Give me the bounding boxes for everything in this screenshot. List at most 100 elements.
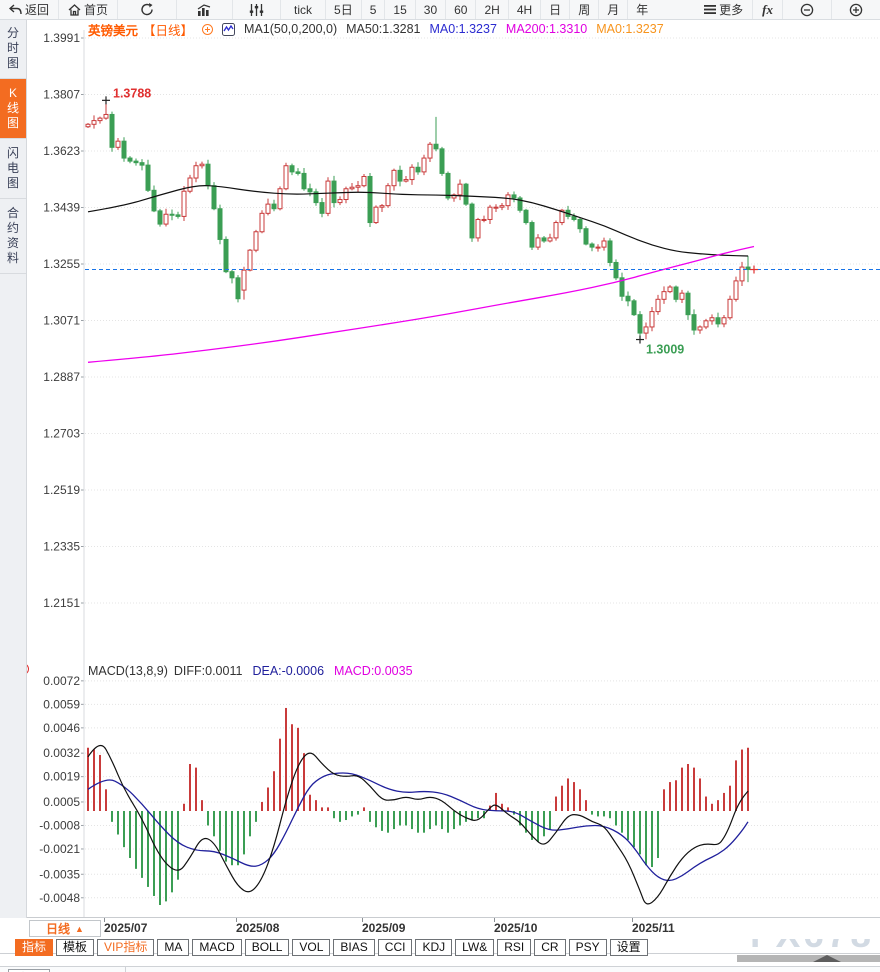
scrollbar-up-arrow-icon[interactable]: [813, 955, 841, 962]
axis-label: 0.0032: [43, 746, 80, 760]
sidebar-item-分时图[interactable]: 分时图: [0, 19, 26, 79]
month-tick: [632, 918, 633, 922]
timeframe-月[interactable]: 月: [599, 0, 629, 19]
indicator-tab-LW&[interactable]: LW&: [455, 939, 495, 956]
axis-label: 1.3439: [43, 201, 80, 215]
sidebar-item-闪电图[interactable]: 闪电图: [0, 139, 26, 199]
month-tick: [362, 918, 363, 922]
axis-label: 1.2519: [43, 483, 80, 497]
ma200-readout: MA200:1.3310: [505, 22, 588, 36]
indicator-tab-row: 指标 模板 VIP指标 MA MACD BOLL VOL BIAS CCI KDJ LW& RSI CR…: [15, 939, 648, 956]
back-label: 返回: [25, 3, 50, 17]
kline-mini-icon[interactable]: [222, 22, 236, 36]
indicator-tab-BIAS[interactable]: BIAS: [333, 939, 375, 956]
timeframe-60[interactable]: 60: [446, 0, 477, 19]
dea-line: [87, 772, 749, 882]
timeframe-2H[interactable]: 2H: [476, 0, 509, 19]
timeframe-年[interactable]: 年: [636, 3, 649, 17]
period-selector-button[interactable]: 日线 ▲: [29, 920, 101, 937]
axis-label: 0.0072: [43, 674, 80, 688]
axis-label: 1.3991: [43, 31, 80, 45]
add-indicator-icon[interactable]: [202, 23, 214, 35]
ma0-orange-readout: MA0:1.3237: [596, 22, 664, 36]
timeframe-5日[interactable]: 5日: [326, 0, 362, 19]
ma200-line: [87, 245, 755, 363]
month-tick: [236, 918, 237, 922]
indicator-tab-MACD[interactable]: MACD: [192, 939, 242, 956]
indicator-settings-button[interactable]: [233, 0, 282, 19]
indicator-tab-VIP指标[interactable]: VIP指标: [97, 939, 155, 956]
axis-label: 1.2887: [43, 370, 80, 384]
axis-label: 0.0046: [43, 721, 80, 735]
timeframe-15[interactable]: 15: [385, 0, 416, 19]
timeframe-tick-button[interactable]: tick: [281, 0, 327, 19]
refresh-button[interactable]: [118, 0, 178, 19]
home-button[interactable]: 首页: [59, 0, 119, 19]
diff-readout: DIFF:0.0011: [173, 664, 243, 678]
axis-label: 1.3623: [43, 144, 80, 158]
indicator-tab-BOLL[interactable]: BOLL: [244, 939, 290, 956]
gridlines-layer: [81, 30, 880, 917]
menu-lines-icon: [704, 5, 717, 14]
high-price-annotation: 1.3788: [113, 86, 151, 100]
zoom-out-button[interactable]: [783, 0, 832, 19]
sliders-icon: [249, 3, 264, 16]
month-label-2025/10: 2025/10: [494, 921, 538, 935]
indicator-tab-指标[interactable]: 指标: [15, 939, 54, 956]
timeframe-30[interactable]: 30: [416, 0, 447, 19]
back-arrow-icon: [9, 4, 22, 15]
chart-type-button[interactable]: [177, 0, 234, 19]
macd-settings-label: MACD(13,8,9): [88, 664, 168, 678]
macd-readout: MACD:0.0035: [334, 664, 413, 678]
indicator-tab-PSY[interactable]: PSY: [568, 939, 607, 956]
month-label-2025/09: 2025/09: [362, 921, 406, 935]
price-panel-header: 英镑美元 【日线】 MA1(50,0,200,0) MA50:1.3281 MA…: [88, 21, 664, 38]
axis-label: 1.3255: [43, 257, 80, 271]
month-tick: [494, 918, 495, 922]
back-button[interactable]: 返回: [0, 0, 60, 19]
indicator-tab-CR[interactable]: CR: [534, 939, 566, 956]
axis-label: -0.0035: [39, 867, 80, 881]
month-label-2025/11: 2025/11: [632, 921, 675, 935]
diff-line: [87, 744, 749, 905]
home-label: 首页: [84, 3, 109, 17]
home-icon: [68, 3, 81, 16]
tick-label: tick: [294, 2, 313, 17]
axis-label: 0.0019: [43, 770, 80, 784]
axis-label: 1.2151: [43, 596, 80, 610]
indicator-tab-VOL[interactable]: VOL: [292, 939, 331, 956]
zoom-in-button[interactable]: [832, 0, 880, 19]
sidebar-item-K线图[interactable]: K线图: [0, 79, 26, 139]
axis-label: 1.2703: [43, 427, 80, 441]
indicator-tab-设置[interactable]: 设置: [609, 939, 648, 956]
axis-label: 0.0059: [43, 697, 80, 711]
axis-label: -0.0008: [39, 818, 80, 832]
zoom-in-icon: [849, 3, 863, 16]
horizontal-scrollbar[interactable]: [737, 955, 880, 962]
x-axis-row: 日线 ▲ 2025/07 2025/08 2025/09 2025/10 2025/11: [0, 917, 880, 939]
timeframe-日[interactable]: 日: [541, 0, 571, 19]
ma0-blue-readout: MA0:1.3237: [429, 22, 497, 36]
period-title: 【日线】: [143, 23, 194, 38]
annotations-layer: 1.3788 1.3009: [85, 86, 880, 357]
sidebar-item-合约资料[interactable]: 合约资料: [0, 199, 26, 274]
timeframe-4H[interactable]: 4H: [509, 0, 542, 19]
fx-functions-button[interactable]: fx: [753, 0, 783, 19]
dea-readout: DEA:-0.0006: [252, 664, 325, 678]
bar-chart-icon: [197, 3, 211, 16]
more-button[interactable]: 更多: [695, 0, 754, 19]
axis-labels-layer: 1.3991 1.3807 1.3623 1.3439 1.3255 1.3071 1.28…: [39, 31, 80, 905]
candles-layer: [85, 100, 751, 340]
indicator-tab-MA[interactable]: MA: [157, 939, 190, 956]
timeframe-5[interactable]: 5: [362, 0, 386, 19]
axis-label: 1.2335: [43, 540, 80, 554]
indicator-tab-模板[interactable]: 模板: [56, 939, 95, 956]
timeframe-周[interactable]: 周: [570, 0, 600, 19]
indicator-tab-CCI[interactable]: CCI: [377, 939, 413, 956]
indicator-tab-KDJ[interactable]: KDJ: [415, 939, 453, 956]
chart-mode-sidebar: 分时图 K线图 闪电图 合约资料: [0, 19, 27, 918]
macd-panel-header: MACD(13,8,9) DIFF:0.0011 DEA:-0.0006 MAC…: [88, 663, 413, 679]
indicator-tab-RSI[interactable]: RSI: [497, 939, 532, 956]
